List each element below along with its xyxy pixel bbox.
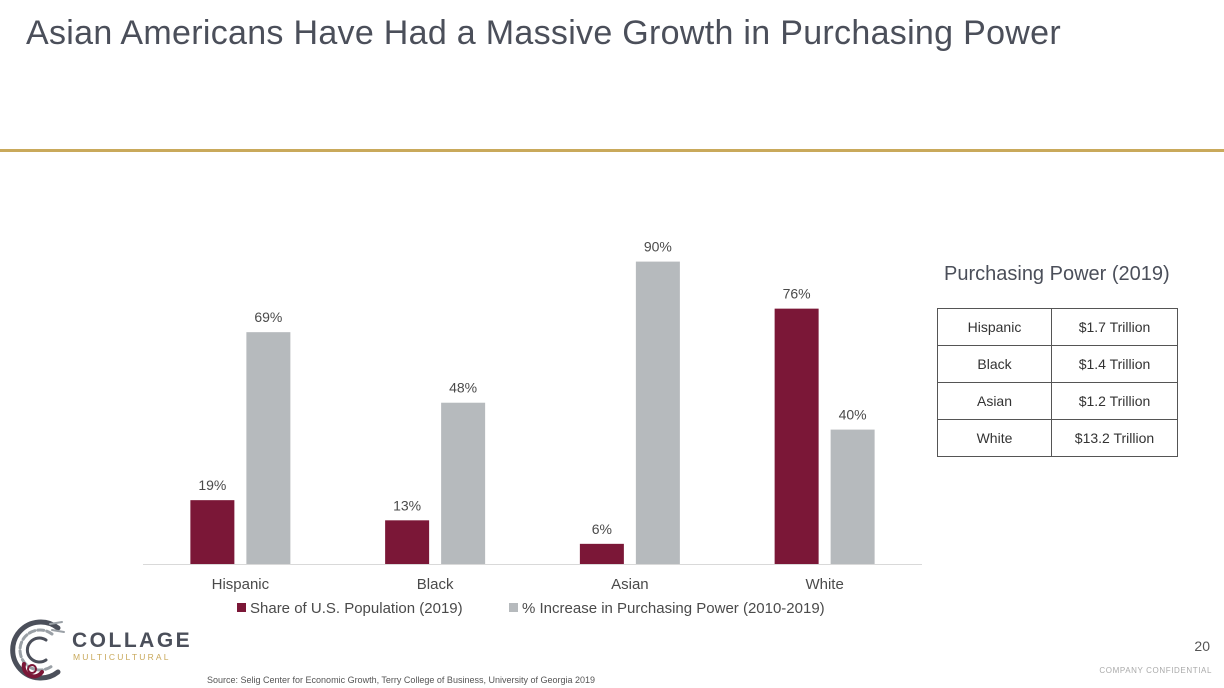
logo-subtitle: MULTICULTURAL (73, 652, 171, 662)
data-label: 40% (839, 407, 867, 423)
data-label: 19% (198, 477, 226, 493)
bar-white-series-1 (774, 308, 819, 564)
logo-wordmark: COLLAGE (72, 629, 193, 652)
table-cell-value: $13.2 Trillion (1051, 419, 1178, 457)
bar-hispanic-series-2 (246, 332, 291, 564)
data-label: 13% (393, 497, 421, 513)
legend-label: Share of U.S. Population (2019) (250, 600, 463, 617)
data-label: 90% (644, 239, 672, 255)
confidential-label: COMPANY CONFIDENTIAL (1099, 666, 1212, 675)
table-row: Hispanic $1.7 Trillion (937, 308, 1178, 346)
bar-white-series-2 (830, 429, 875, 564)
bar-black-series-1 (385, 520, 430, 564)
legend-swatch (237, 603, 246, 612)
page-title: Asian Americans Have Had a Massive Growt… (26, 14, 1061, 52)
legend-label: % Increase in Purchasing Power (2010-201… (522, 600, 825, 617)
x-tick-label: Black (417, 576, 454, 593)
bar-black-series-2 (441, 402, 486, 564)
table-row: Asian $1.2 Trillion (937, 382, 1178, 420)
data-label: 6% (592, 521, 612, 537)
table-cell-group: Black (937, 345, 1052, 383)
table-cell-group: White (937, 419, 1052, 457)
table-row: White $13.2 Trillion (937, 419, 1178, 457)
table-cell-group: Asian (937, 382, 1052, 420)
table-cell-value: $1.2 Trillion (1051, 382, 1178, 420)
bar-asian-series-1 (579, 543, 624, 564)
table-cell-value: $1.4 Trillion (1051, 345, 1178, 383)
x-tick-label: White (805, 576, 843, 593)
table-cell-group: Hispanic (937, 308, 1052, 346)
page-number: 20 (1194, 638, 1210, 654)
table-cell-value: $1.7 Trillion (1051, 308, 1178, 346)
purchasing-power-title: Purchasing Power (2019) (944, 263, 1170, 285)
data-label: 48% (449, 380, 477, 396)
source-note: Source: Selig Center for Economic Growth… (207, 675, 596, 685)
table-row: Black $1.4 Trillion (937, 345, 1178, 383)
legend-swatch (509, 603, 518, 612)
purchasing-power-table: Hispanic $1.7 Trillion Black $1.4 Trilli… (937, 308, 1178, 457)
data-label: 69% (254, 309, 282, 325)
bar-hispanic-series-1 (190, 500, 235, 564)
collage-logo-icon (10, 619, 65, 681)
bar-chart: 19% 69% Hispanic 13% 48% Black 6% 90% Asian 76% 40… (143, 239, 922, 617)
x-tick-label: Asian (611, 576, 649, 593)
x-tick-label: Hispanic (212, 576, 270, 593)
accent-rule (0, 149, 1224, 152)
data-label: 76% (783, 286, 811, 302)
bar-asian-series-2 (635, 261, 680, 564)
